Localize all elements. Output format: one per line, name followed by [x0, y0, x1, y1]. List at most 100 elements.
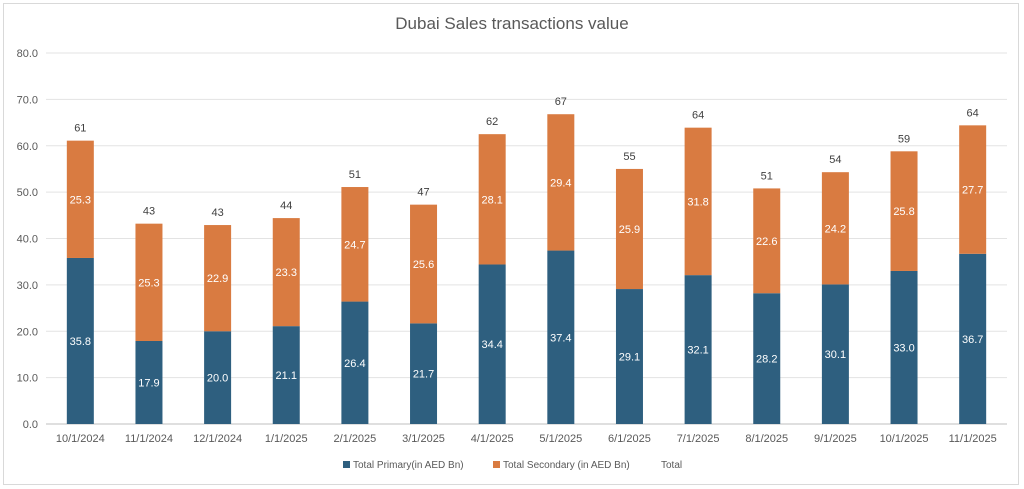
bar-secondary — [272, 218, 300, 327]
bar-secondary — [410, 204, 438, 324]
x-tick-label: 1/1/2025 — [265, 433, 308, 445]
data-label-secondary: 31.8 — [687, 196, 708, 208]
bar-secondary — [204, 225, 232, 332]
y-tick-label: 30.0 — [17, 280, 38, 292]
bar-primary — [890, 270, 918, 424]
chart-frame: Dubai Sales transactions value 0.0 10.0 20… — [3, 3, 1019, 485]
data-label-primary: 37.4 — [550, 332, 571, 344]
data-label-layer: 35.8 25.3 61 17.9 25.3 43 20.0 22.9 43 21.1 23.3 44… — [70, 96, 984, 389]
data-label-secondary: 29.4 — [550, 177, 571, 189]
data-label-secondary: 23.3 — [276, 267, 297, 279]
bar-secondary — [890, 151, 918, 271]
bar-primary — [959, 253, 987, 424]
bar-primary — [272, 326, 300, 424]
x-tick-label: 8/1/2025 — [745, 433, 788, 445]
y-tick-label: 50.0 — [17, 187, 38, 199]
y-tick-label: 60.0 — [17, 141, 38, 153]
x-tick-label: 4/1/2025 — [471, 433, 514, 445]
data-label-total: 54 — [829, 154, 841, 166]
legend-swatch — [343, 461, 350, 468]
data-label-primary: 21.7 — [413, 369, 434, 381]
bar-secondary — [478, 134, 506, 265]
data-label-primary: 30.1 — [825, 349, 846, 361]
y-tick-label: 10.0 — [17, 373, 38, 385]
data-label-primary: 26.4 — [344, 358, 365, 370]
data-label-secondary: 25.6 — [413, 259, 434, 271]
data-label-secondary: 24.2 — [825, 223, 846, 235]
x-tick-label: 11/1/2025 — [949, 433, 997, 445]
data-label-secondary: 24.7 — [344, 239, 365, 251]
bar-secondary — [684, 127, 712, 276]
data-label-primary: 17.9 — [138, 377, 159, 389]
data-label-primary: 34.4 — [481, 339, 502, 351]
bar-secondary — [753, 188, 781, 294]
x-tick-label: 2/1/2025 — [333, 433, 376, 445]
data-label-primary: 21.1 — [276, 370, 297, 382]
data-label-secondary: 25.3 — [138, 277, 159, 289]
data-label-primary: 35.8 — [70, 336, 91, 348]
data-label-secondary: 27.7 — [962, 185, 983, 197]
data-label-total: 62 — [486, 116, 498, 128]
data-label-total: 43 — [143, 206, 155, 218]
data-label-secondary: 25.3 — [70, 194, 91, 206]
x-tick-label: 3/1/2025 — [402, 433, 445, 445]
data-label-total: 51 — [761, 170, 773, 182]
legend-swatch — [493, 461, 500, 468]
data-label-primary: 33.0 — [893, 342, 914, 354]
x-tick-label: 9/1/2025 — [814, 433, 857, 445]
data-label-total: 47 — [417, 187, 429, 199]
bar-secondary — [821, 172, 849, 285]
bar-secondary — [547, 114, 575, 251]
legend-label: Total Secondary (in AED Bn) — [503, 460, 630, 471]
legend-label: Total Primary(in AED Bn) — [353, 460, 464, 471]
bar-primary — [478, 264, 506, 424]
bar-primary — [135, 340, 163, 424]
data-label-secondary: 28.1 — [481, 194, 502, 206]
data-label-total: 51 — [349, 169, 361, 181]
bar-primary — [615, 289, 643, 424]
bar-secondary — [135, 223, 163, 341]
data-label-secondary: 25.8 — [893, 206, 914, 218]
data-label-total: 43 — [211, 207, 223, 219]
data-label-secondary: 22.9 — [207, 273, 228, 285]
data-label-total: 64 — [967, 107, 979, 119]
x-axis-ticks: 10/1/2024 11/1/2024 12/1/2024 1/1/2025 2/1/2… — [56, 433, 997, 445]
x-tick-label: 5/1/2025 — [539, 433, 582, 445]
x-tick-label: 10/1/2025 — [880, 433, 929, 445]
chart-svg: Dubai Sales transactions value 0.0 10.0 20… — [17, 14, 1007, 471]
data-label-total: 67 — [555, 96, 567, 108]
x-tick-label: 10/1/2024 — [56, 433, 105, 445]
legend: Total Primary(in AED Bn) Total Secondary … — [343, 460, 682, 471]
data-label-primary: 32.1 — [687, 345, 708, 357]
bar-primary — [684, 275, 712, 424]
y-tick-label: 40.0 — [17, 234, 38, 246]
bar-secondary — [66, 140, 94, 258]
legend-label: Total — [661, 460, 682, 471]
y-tick-label: 20.0 — [17, 326, 38, 338]
x-tick-label: 12/1/2024 — [193, 433, 242, 445]
y-tick-label: 70.0 — [17, 94, 38, 106]
data-label-total: 64 — [692, 110, 704, 122]
y-tick-label: 80.0 — [17, 48, 38, 60]
chart-title: Dubai Sales transactions value — [395, 14, 628, 33]
bar-primary — [753, 293, 781, 424]
data-label-primary: 36.7 — [962, 334, 983, 346]
bar-layer — [66, 114, 987, 424]
data-label-total: 44 — [280, 200, 292, 212]
x-tick-label: 11/1/2024 — [125, 433, 173, 445]
bar-secondary — [959, 125, 987, 254]
bar-primary — [66, 257, 94, 424]
data-label-primary: 28.2 — [756, 354, 777, 366]
data-label-primary: 20.0 — [207, 373, 228, 385]
bar-primary — [410, 323, 438, 424]
x-tick-label: 7/1/2025 — [677, 433, 720, 445]
data-label-total: 55 — [623, 151, 635, 163]
grid-layer — [46, 52, 1007, 425]
data-label-primary: 29.1 — [619, 352, 640, 364]
data-label-total: 59 — [898, 133, 910, 145]
data-label-total: 61 — [74, 123, 86, 135]
data-label-secondary: 25.9 — [619, 224, 640, 236]
bar-primary — [821, 284, 849, 424]
y-tick-label: 0.0 — [23, 419, 38, 431]
bar-primary — [204, 331, 232, 424]
